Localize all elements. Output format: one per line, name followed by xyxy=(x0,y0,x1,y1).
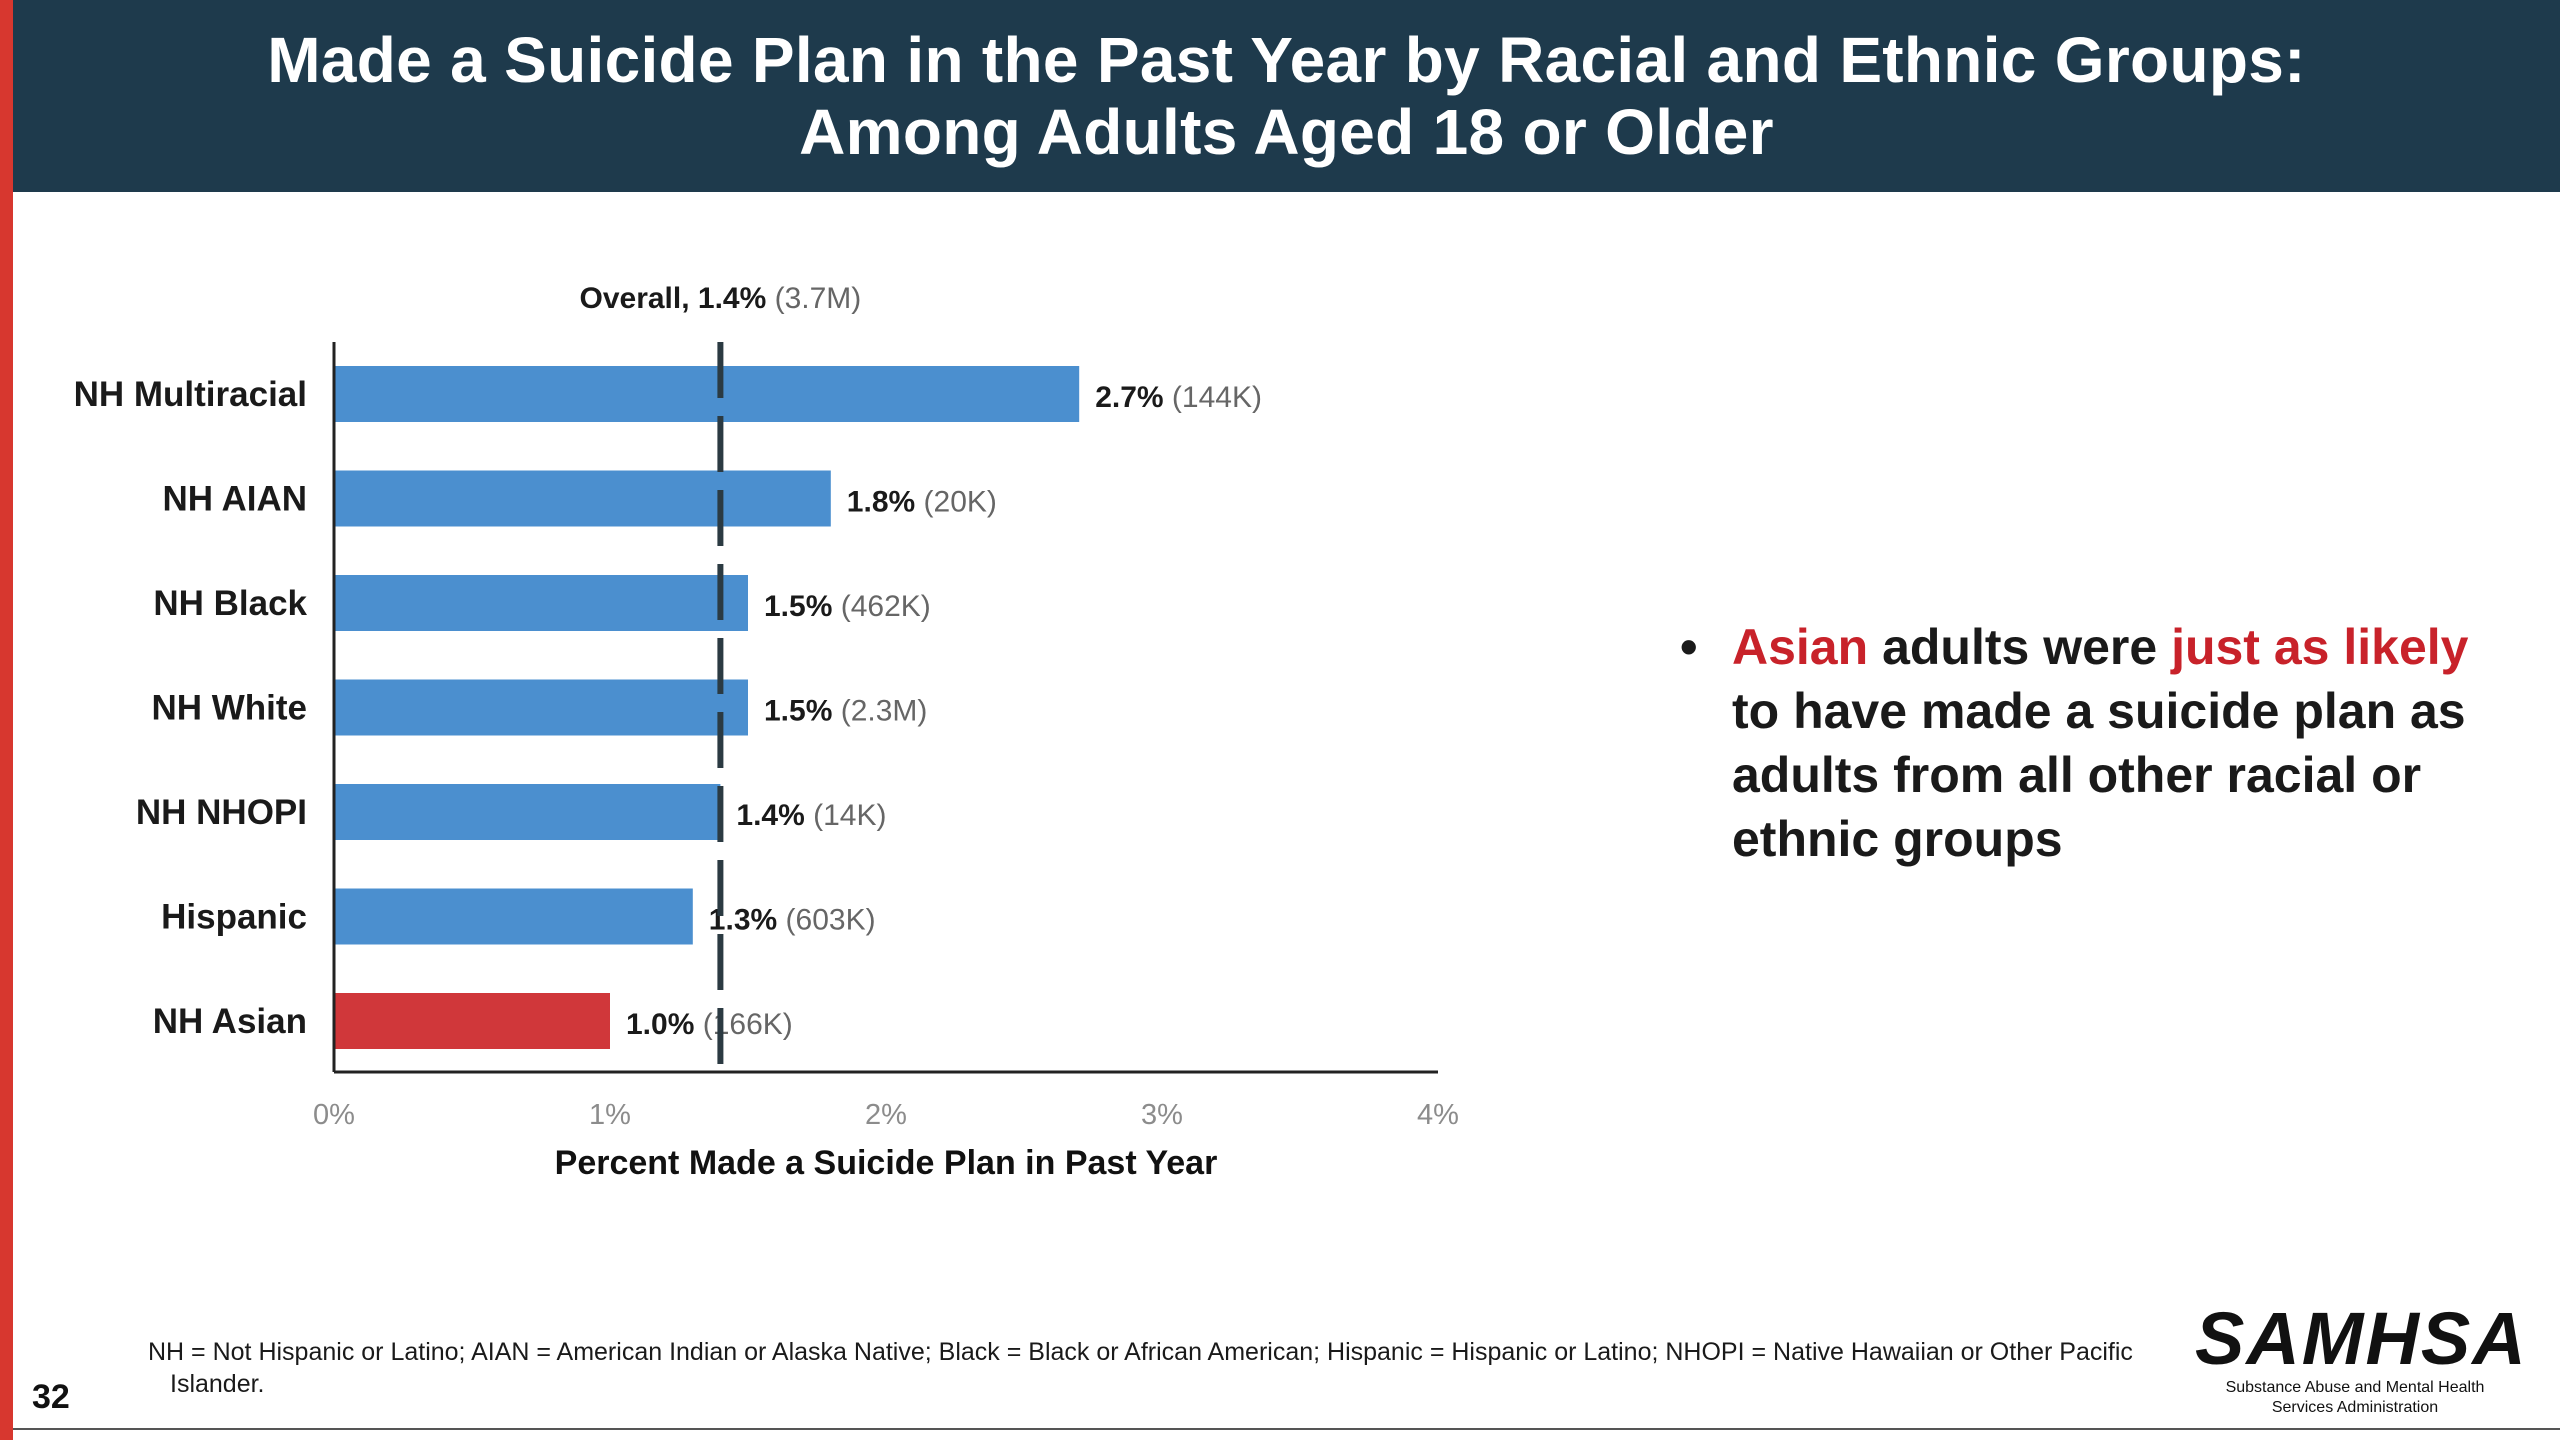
bar-nh-aian xyxy=(334,470,831,527)
x-tick-label: 0% xyxy=(313,1099,355,1131)
bar-nh-nhopi xyxy=(334,784,721,840)
logo-subtitle-line-2: Services Administration xyxy=(2271,1399,2439,1416)
slide-header: Made a Suicide Plan in the Past Year by … xyxy=(13,0,2560,192)
key-finding-bullet: • Asian adults were just as likely to ha… xyxy=(1680,615,2500,871)
bar-value-count: (462K) xyxy=(832,590,930,623)
bar-value-label: 1.5% (2.3M) xyxy=(764,695,927,728)
highlight-just-as-likely: just as likely xyxy=(2171,619,2469,675)
highlight-asian: Asian xyxy=(1732,619,1869,675)
bar-value-percent: 1.5% xyxy=(764,590,832,623)
bar-value-percent: 1.4% xyxy=(736,799,804,832)
bar-value-percent: 1.8% xyxy=(847,486,915,519)
x-tick-label: 3% xyxy=(1141,1099,1183,1131)
bullet-dot: • xyxy=(1680,619,1698,675)
bar-value-count: (166K) xyxy=(694,1008,792,1041)
category-label: NH White xyxy=(151,689,307,728)
bullet-text-2: to have made a suicide plan as adults fr… xyxy=(1732,683,2466,867)
x-tick-label: 4% xyxy=(1417,1099,1459,1131)
bar-value-label: 2.7% (144K) xyxy=(1095,381,1262,414)
x-tick-label: 1% xyxy=(589,1099,631,1131)
overall-label-count: (3.7M) xyxy=(766,282,861,315)
bar-nh-black xyxy=(334,575,748,631)
category-label: Hispanic xyxy=(161,898,307,937)
bar-value-count: (2.3M) xyxy=(832,695,927,728)
bar-value-percent: 1.0% xyxy=(626,1008,694,1041)
bar-value-count: (20K) xyxy=(915,486,997,519)
category-label: NH Multiracial xyxy=(74,375,307,414)
bar-value-label: 1.4% (14K) xyxy=(736,799,886,832)
x-axis-title: Percent Made a Suicide Plan in Past Year xyxy=(555,1144,1218,1182)
footnote: NH = Not Hispanic or Latino; AIAN = Amer… xyxy=(148,1338,2133,1398)
bar-value-label: 1.0% (166K) xyxy=(626,1008,793,1041)
category-label: NH Black xyxy=(153,584,307,623)
logo-subtitle-line-1: Substance Abuse and Mental Health xyxy=(2225,1379,2485,1396)
bar-value-label: 1.5% (462K) xyxy=(764,590,931,623)
slide-title-line-1: Made a Suicide Plan in the Past Year by … xyxy=(267,24,2306,96)
x-tick-label: 2% xyxy=(865,1099,907,1131)
slide-title-line-2: Among Adults Aged 18 or Older xyxy=(799,96,1774,168)
bottom-rule xyxy=(13,1428,2560,1430)
category-label: NH AIAN xyxy=(162,480,307,519)
logo-wordmark: SAMHSA xyxy=(2195,1297,2528,1380)
samhsa-logo: SAMHSA Substance Abuse and Mental Health… xyxy=(2195,1297,2528,1418)
bar-value-label: 1.3% (603K) xyxy=(709,904,876,937)
suicide-plan-bar-chart: NH Multiracial 2.7% (144K) NH AIAN 1.8% (20… xyxy=(74,282,1459,1182)
bar-value-count: (14K) xyxy=(805,799,887,832)
bullet-text-1: adults were xyxy=(1868,619,2172,675)
overall-label-percent: Overall, 1.4% xyxy=(579,282,766,315)
bar-hispanic xyxy=(334,888,693,945)
bar-value-count: (603K) xyxy=(777,904,875,937)
bar-nh-white xyxy=(334,679,748,736)
category-label: NH Asian xyxy=(153,1002,307,1041)
overall-reference-label: Overall, 1.4% (3.7M) xyxy=(579,282,861,315)
bar-value-label: 1.8% (20K) xyxy=(847,486,997,519)
category-label: NH NHOPI xyxy=(136,793,307,832)
bar-value-percent: 1.5% xyxy=(764,695,832,728)
bar-value-percent: 2.7% xyxy=(1095,381,1163,414)
bar-nh-asian xyxy=(334,993,610,1049)
bar-nh-multiracial xyxy=(334,366,1080,422)
bar-value-count: (144K) xyxy=(1164,381,1262,414)
key-finding-text: Asian adults were just as likely to have… xyxy=(1732,615,2500,871)
slide-accent-bar xyxy=(0,0,13,1440)
page-number: 32 xyxy=(32,1378,70,1416)
